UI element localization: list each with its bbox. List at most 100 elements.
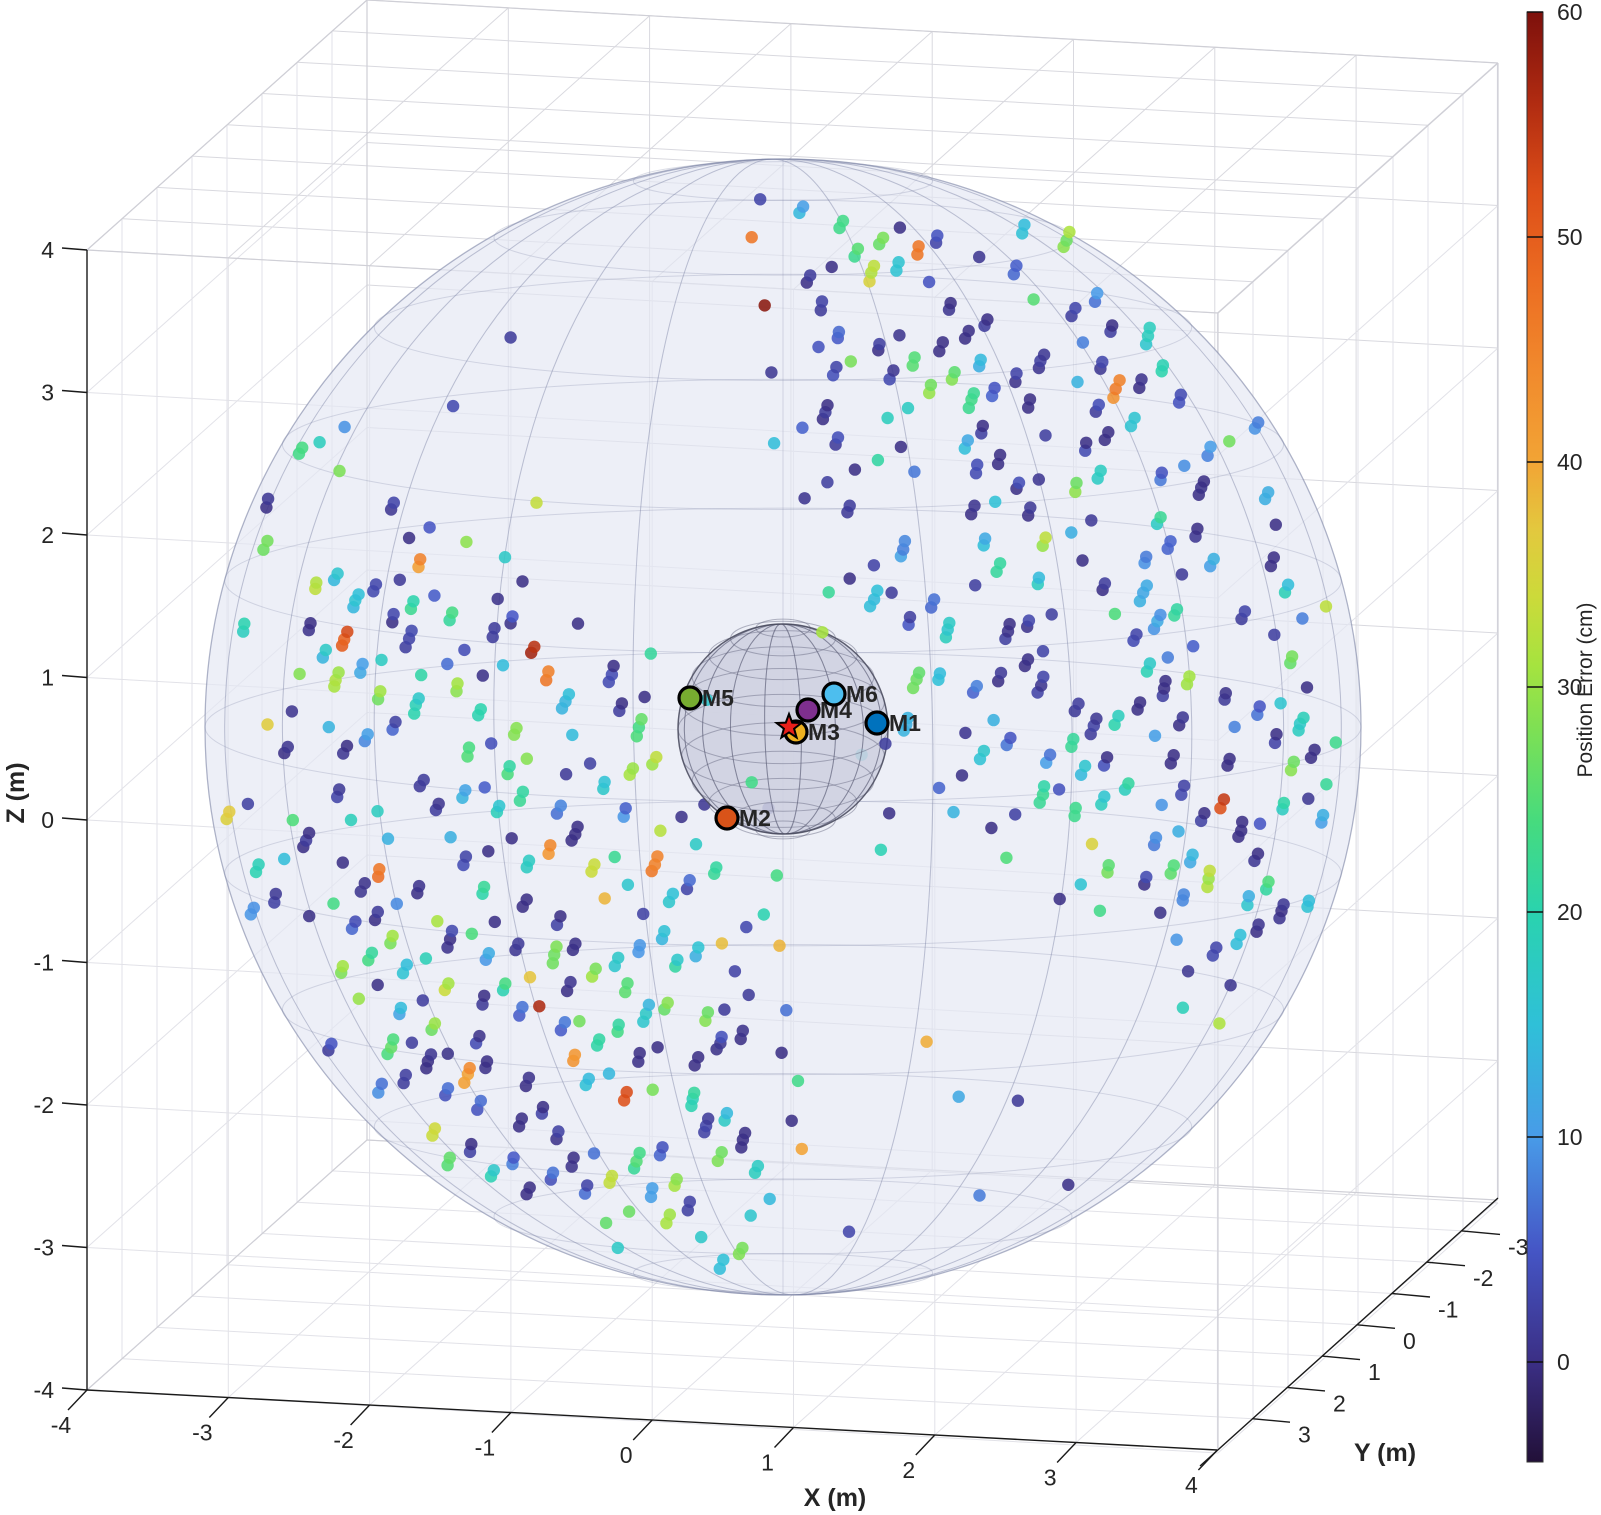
x-tick-mark [1197,1449,1218,1471]
scatter-dot [419,952,433,965]
scatter-dot [1096,355,1109,369]
outer-sphere-parallel [373,1072,1193,1181]
scatter-dot [908,465,921,478]
scatter-dot [552,1125,565,1138]
scatter-dot [1036,645,1050,658]
scatter-dot [821,476,834,489]
scatter-dot [352,992,365,1005]
scatter-dot [462,741,476,754]
scatter-dot [1133,696,1147,709]
scatter-dot [1274,697,1287,710]
y-tick-label: -1 [1438,1297,1458,1323]
scatter-dot [1210,941,1223,954]
scatter-dot [444,831,457,844]
scatter-dot [459,784,472,797]
scatter-dot [959,726,972,740]
scatter-dot [867,559,881,572]
scatter-dot [412,879,426,893]
scatter-dot [465,1137,478,1151]
scatter-dot [867,259,881,273]
scatter-dot [1091,286,1104,300]
scatter-dot [386,929,399,943]
scatter-dot [1164,535,1177,548]
leftwall-z-gridline [86,142,368,393]
scatter-dot [458,643,471,657]
ceiling-x-gridline [296,61,1429,126]
scatter-dot [791,1074,805,1088]
scatter-dot [493,799,506,813]
scatter-dot [286,813,299,827]
scatter-dot [1198,807,1211,820]
scatter-dot [969,579,982,592]
scatter-dot [1319,600,1333,613]
scatter-dot [1140,870,1153,884]
scatter-dot [745,776,758,789]
scatter-dot [688,1086,701,1100]
scatter-dot [336,960,349,973]
scatter-dot [1329,736,1343,749]
scatter-dot [302,826,316,840]
scatter-dot [313,436,326,449]
scatter-dot [1128,411,1141,425]
scatter-dot [333,464,346,478]
scatter-dot [405,624,418,637]
scatter-dot [1011,1094,1025,1107]
mic-marker-m4 [795,697,821,723]
scatter-dot [751,1159,765,1173]
scatter-dot [1167,749,1180,762]
scatter-dot [487,1164,500,1177]
mic-label-m6: M6 [846,681,878,707]
scatter-dot [1253,817,1267,830]
scatter-dot [1130,628,1143,641]
outer-sphere-parallel [493,1178,1073,1255]
scatter-dot [773,939,786,952]
scatter-dot [416,994,429,1007]
scatter-dot [775,1046,788,1060]
scatter-dot [933,667,947,680]
scatter-dot [1062,1178,1075,1192]
scatter-dot [310,576,323,589]
scatter-dot [1176,1001,1190,1014]
scatter-dot [441,657,454,671]
scatter-dot [642,998,656,1011]
z-tick-label: -2 [34,1092,54,1118]
scatter-dot [516,785,530,798]
mic-label-m2: M2 [739,805,771,831]
scatter-dot [1032,473,1046,486]
scatter-dot [822,586,835,599]
scatter-dot [692,1051,705,1064]
scatter-dot [375,653,388,667]
scatter-dot [912,240,925,253]
scatter-dot [825,260,838,274]
scatter-dot [602,1067,616,1080]
ceiling-x-gridline [261,93,1394,157]
scatter-dot [1204,440,1217,453]
scatter-dot [252,858,265,871]
scatter-dot [478,781,491,794]
scatter-dot [976,419,989,433]
z-tick-mark [61,1387,88,1391]
scatter-dot [770,869,783,882]
x-tick-mark [67,1389,88,1411]
scatter-dot [1037,780,1051,793]
scatter-dot [1090,712,1103,725]
scatter-dot [785,1114,798,1128]
scatter-dot [1217,793,1231,806]
x-tick-label: -1 [475,1435,495,1461]
scatter-dot [1177,779,1191,792]
scatter-dot [1053,892,1066,906]
scatter-dot [482,845,495,858]
z-axis-title: Z (m) [2,762,30,823]
scatter-dot [947,805,960,819]
scatter-dot [621,878,635,891]
scatter-dot [619,802,632,815]
scatter-dot [428,1122,442,1135]
scatter-dot [1252,918,1265,931]
scatter-dot [994,666,1008,680]
scatter-dot [528,640,541,653]
scatter-dot [446,606,459,619]
scatter-dot [1170,933,1183,946]
scatter-dot [987,713,1000,727]
scatter-dot [663,1208,676,1221]
